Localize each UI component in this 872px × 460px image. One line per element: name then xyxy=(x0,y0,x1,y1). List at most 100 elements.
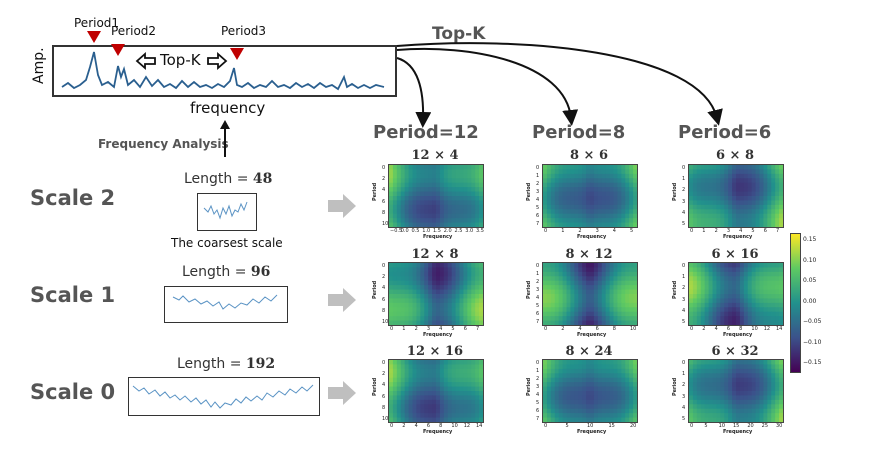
x-tick-label: 5 xyxy=(704,423,708,429)
period-header-8: Period=8 xyxy=(532,122,626,143)
y-tick-label: 0 xyxy=(382,165,386,171)
period3-marker xyxy=(230,48,244,60)
y-tick-label: 5 xyxy=(536,303,540,309)
x-tick-label: 4 xyxy=(439,326,443,332)
x-tick-label: 0.5 xyxy=(411,228,420,234)
y-tick-label: 0 xyxy=(536,165,540,171)
x-tick-label: 2 xyxy=(702,326,706,332)
dims-label: 6 × 16 xyxy=(711,247,759,262)
topk-inner-label: Top-K xyxy=(160,51,201,69)
y-tick-label: 7 xyxy=(536,416,540,422)
colorbar-tick-label: −0.10 xyxy=(803,338,822,346)
x-tick-label: 10 xyxy=(587,423,594,429)
x-tick-label: 10 xyxy=(451,423,458,429)
x-tick-label: 0 xyxy=(690,228,694,234)
y-tick-label: 3 xyxy=(682,296,686,303)
period2-marker xyxy=(111,44,125,56)
x-axis-label: Frequency xyxy=(723,429,753,435)
y-tick-label: 3 xyxy=(682,393,686,400)
x-axis-label: Frequency xyxy=(577,332,607,338)
colorbar-tick-label: 0.15 xyxy=(803,236,817,243)
scale-1-signal xyxy=(164,286,288,323)
x-tick-label: 14 xyxy=(776,326,783,332)
y-tick-label: 2 xyxy=(682,187,686,194)
y-tick-label: 4 xyxy=(682,404,686,411)
y-tick-label: 0 xyxy=(536,360,540,366)
y-tick-label: 5 xyxy=(682,416,686,422)
x-axis-label: Frequency xyxy=(723,234,753,240)
y-tick-label: 10 xyxy=(382,416,389,422)
scale-1-label: Scale 1 xyxy=(30,283,116,307)
x-tick-label: 1 xyxy=(402,326,406,332)
x-tick-label: 3 xyxy=(726,228,731,234)
x-tick-label: 4 xyxy=(612,228,616,234)
y-tick-label: 0 xyxy=(382,360,386,366)
x-tick-label: 2 xyxy=(578,228,582,234)
x-axis-label: Frequency xyxy=(723,332,753,338)
y-tick-label: 0 xyxy=(536,263,540,269)
x-tick-label: 30 xyxy=(776,423,783,429)
x-tick-label: 0.0 xyxy=(400,228,409,234)
x-tick-label: 10 xyxy=(751,326,758,332)
y-tick-label: 3 xyxy=(536,287,540,293)
dims-label: 8 × 24 xyxy=(565,344,613,359)
x-tick-label: −0.5 xyxy=(390,228,403,234)
x-tick-label: 2 xyxy=(561,326,565,332)
dims-label: 12 × 4 xyxy=(411,148,459,163)
dims-label: 12 × 16 xyxy=(406,344,464,359)
y-tick-label: 3 xyxy=(536,384,540,390)
scale-1-length: Length = 96 xyxy=(182,264,271,280)
x-tick-label: 3.0 xyxy=(465,228,474,234)
arrow-right-icon xyxy=(207,52,228,70)
y-tick-label: 2 xyxy=(382,176,386,183)
x-tick-label: 3 xyxy=(426,326,431,332)
heatmap-cell xyxy=(388,262,484,326)
x-tick-label: 4 xyxy=(714,326,718,332)
x-tick-label: 1.5 xyxy=(433,228,441,234)
x-tick-label: 5 xyxy=(451,326,455,332)
y-tick-label: 2 xyxy=(536,279,540,285)
colorbar-tick-label: 0.05 xyxy=(803,277,817,284)
colorbar-tick-label: 0.10 xyxy=(803,256,817,264)
dims-label: 6 × 8 xyxy=(715,148,755,163)
period3-label: Period3 xyxy=(221,24,267,38)
y-tick-label: 10 xyxy=(382,319,389,325)
x-tick-label: 6 xyxy=(763,228,767,234)
topk-outer-label: Top-K xyxy=(432,24,486,44)
y-tick-label: 0 xyxy=(682,360,686,366)
y-tick-label: 8 xyxy=(382,404,386,411)
y-tick-label: 6 xyxy=(382,393,386,400)
y-tick-label: 4 xyxy=(382,285,386,292)
up-arrow xyxy=(220,120,230,157)
y-tick-label: 5 xyxy=(682,319,686,325)
x-axis-label: Frequency xyxy=(423,234,453,240)
y-axis-label: Period xyxy=(526,280,532,299)
y-tick-label: 2 xyxy=(682,285,686,292)
scale-1-to-grid-arrow xyxy=(328,288,356,312)
y-tick-label: 2 xyxy=(682,382,686,389)
colorbar-tick-label: 0.00 xyxy=(803,297,817,305)
y-tick-label: 3 xyxy=(682,198,686,205)
x-tick-label: 0 xyxy=(544,423,548,429)
heatmap-cell xyxy=(388,164,484,228)
y-tick-label: 4 xyxy=(536,197,540,203)
x-tick-label: 4 xyxy=(414,423,418,429)
x-tick-label: 1 xyxy=(702,228,706,234)
x-tick-label: 0 xyxy=(690,423,694,429)
colorbar xyxy=(790,233,801,373)
y-tick-label: 4 xyxy=(382,187,386,194)
heatmap-cell xyxy=(688,262,784,326)
x-tick-label: 2.0 xyxy=(443,228,452,234)
dims-label: 8 × 12 xyxy=(565,247,613,262)
x-tick-label: 10 xyxy=(718,423,726,429)
x-tick-label: 12 xyxy=(763,326,771,332)
x-tick-label: 6 xyxy=(595,326,599,332)
y-tick-label: 2 xyxy=(536,376,540,382)
y-tick-label: 1 xyxy=(536,368,540,374)
x-tick-label: 8 xyxy=(739,326,743,332)
scale-0-label: Scale 0 xyxy=(30,380,116,404)
colorbar-tick-label: −0.05 xyxy=(803,318,822,325)
y-tick-label: 5 xyxy=(536,205,540,211)
y-tick-label: 6 xyxy=(382,296,386,303)
heatmap-cell xyxy=(388,359,484,423)
